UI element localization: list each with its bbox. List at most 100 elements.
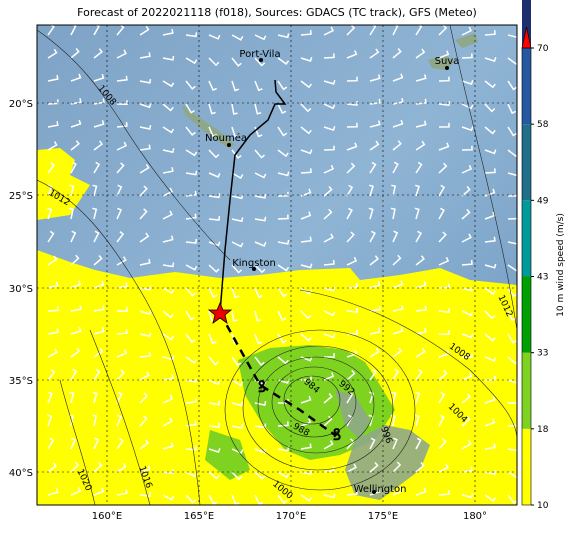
wind-barb <box>208 241 221 247</box>
wind-barb <box>415 462 425 473</box>
wind-barb <box>438 391 446 404</box>
wind-barb <box>369 98 381 105</box>
wind-barb <box>461 415 471 427</box>
wind-barb <box>368 184 374 197</box>
wind-barb <box>116 349 128 358</box>
wind-barb <box>323 493 336 499</box>
wind-barb <box>346 489 358 496</box>
wind-barb <box>139 439 150 450</box>
wind-barb <box>139 332 152 338</box>
wind-barb <box>484 395 496 404</box>
wind-zone <box>205 430 250 480</box>
wind-barb <box>323 310 336 317</box>
wind-barb <box>70 48 80 59</box>
wind-barb <box>300 211 312 220</box>
wind-barb <box>116 414 122 427</box>
wind-barb <box>68 414 74 427</box>
wind-barb <box>392 97 404 105</box>
wind-barb <box>392 254 402 266</box>
wind-barb <box>208 172 221 178</box>
wind-barb <box>461 186 471 197</box>
wind-barb <box>254 264 266 274</box>
wind-barb <box>185 494 197 504</box>
colorbar: 10 18 33 43 49 58 70 <box>521 0 549 511</box>
wind-barb <box>461 145 473 151</box>
colorbar-segment <box>522 352 531 429</box>
wind-barb <box>231 194 244 200</box>
wind-barb <box>346 76 358 82</box>
wind-barb <box>139 371 150 381</box>
wind-barb <box>254 216 267 222</box>
colorbar-segment <box>522 48 531 125</box>
wind-barb <box>254 34 267 41</box>
wind-barb <box>254 494 264 505</box>
wind-barb <box>346 308 359 313</box>
wind-barb <box>346 256 358 266</box>
wind-barb <box>139 415 148 427</box>
wind-barb <box>162 103 174 112</box>
wind-barb <box>162 333 175 341</box>
wind-barb <box>415 98 427 105</box>
wind-barb <box>93 120 105 128</box>
wind-barb <box>392 230 399 243</box>
wind-barb <box>392 48 402 59</box>
wind-barb <box>254 149 265 159</box>
wind-barb <box>231 471 243 481</box>
wind-barb <box>162 417 173 427</box>
wind-barb <box>300 395 312 404</box>
wind-barb <box>369 140 380 151</box>
wind-barb <box>277 33 290 39</box>
wind-barb <box>484 470 497 476</box>
wind-barb <box>369 161 377 174</box>
wind-barb <box>438 463 449 473</box>
wind-barb <box>323 440 334 450</box>
wind-barb <box>185 397 197 404</box>
place-label: Nouméa <box>205 132 247 144</box>
wind-barb <box>300 310 312 320</box>
wind-barb <box>415 161 423 174</box>
wind-barb <box>300 168 312 174</box>
wind-barb <box>185 149 198 157</box>
wind-barb <box>185 333 196 344</box>
wind-barb <box>93 25 100 36</box>
wind-barb <box>139 492 152 498</box>
place-label: Port-Vila <box>239 49 280 60</box>
wind-barb <box>116 162 125 174</box>
wind-barb <box>254 57 266 67</box>
wind-barb <box>70 254 80 266</box>
wind-barb <box>254 356 265 366</box>
land <box>345 425 430 500</box>
wind-barb <box>185 126 196 136</box>
wind-barb <box>277 80 288 91</box>
wind-barb <box>323 145 335 151</box>
wind-barb <box>254 448 267 454</box>
wind-barb <box>116 231 125 243</box>
wind-barb <box>507 217 517 220</box>
wind-barbs <box>47 25 517 505</box>
wind-barb <box>70 487 82 496</box>
wind-barb <box>208 103 216 115</box>
wind-barb <box>507 149 517 158</box>
wind-barb <box>323 164 335 174</box>
wind-barb <box>461 164 473 174</box>
wind-barb <box>208 80 218 92</box>
wind-barb <box>93 140 104 151</box>
wind-barb <box>254 379 267 386</box>
wind-barb <box>484 168 496 174</box>
wind-barb <box>162 80 175 88</box>
wind-barb <box>346 391 354 404</box>
wind-barb <box>116 49 127 59</box>
wind-barb <box>438 50 450 59</box>
wind-barb <box>392 487 404 496</box>
wind-barb <box>390 207 396 220</box>
wind-barb <box>438 184 446 197</box>
wind-barb <box>484 287 496 296</box>
wind-barb <box>414 184 420 197</box>
wind-barb <box>277 264 290 272</box>
wind-barb <box>70 305 82 312</box>
wind-barb <box>300 443 312 450</box>
forecast-track <box>218 312 336 437</box>
wind-barb <box>461 233 472 243</box>
wind-barb <box>208 126 217 138</box>
wind-barb <box>93 230 100 243</box>
